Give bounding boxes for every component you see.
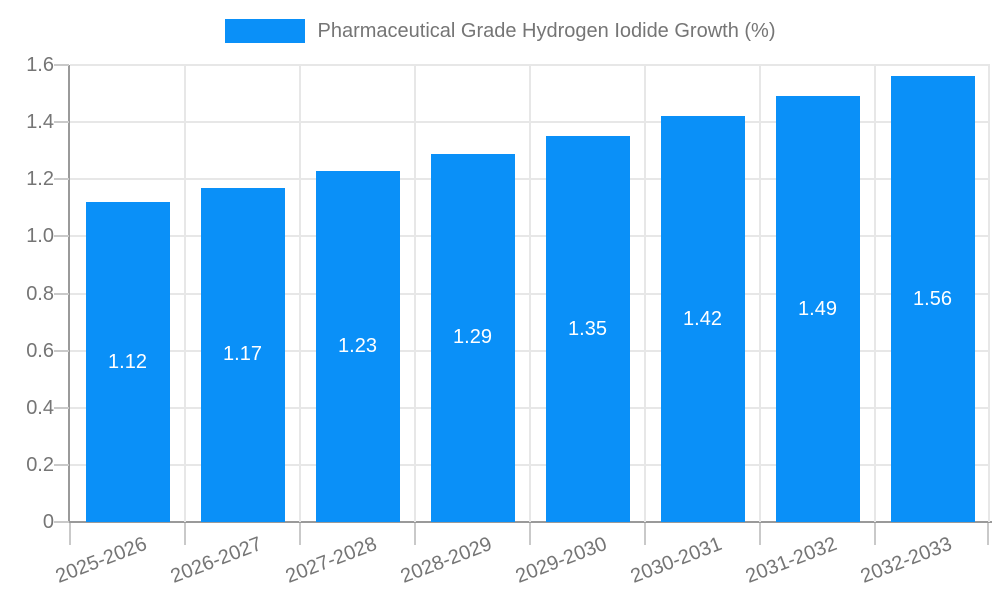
x-axis-tick-label: 2029-2030: [512, 532, 610, 588]
bar-value-label: 1.12: [108, 350, 147, 373]
gridline-vertical: [644, 65, 646, 522]
x-axis-tick-label: 2030-2031: [627, 532, 725, 588]
x-axis-tick-label: 2026-2027: [167, 532, 265, 588]
bar[interactable]: 1.17: [200, 187, 285, 522]
chart-legend: Pharmaceutical Grade Hydrogen Iodide Gro…: [0, 19, 1000, 43]
gridline-vertical: [988, 65, 990, 522]
y-axis-tick-label: 0.6: [26, 339, 54, 362]
gridline-vertical: [759, 65, 761, 522]
x-axis-tick-label: 2028-2029: [397, 532, 495, 588]
bar[interactable]: 1.35: [545, 136, 630, 522]
x-axis-tick-label: 2031-2032: [742, 532, 840, 588]
y-tick-mark: [54, 292, 69, 295]
y-axis-tick-label: 0.8: [26, 282, 54, 305]
gridline-vertical: [874, 65, 876, 522]
x-tick-mark: [987, 523, 989, 545]
x-axis-tick-label: 2025-2026: [52, 532, 150, 588]
y-axis-tick-label: 0.4: [26, 396, 54, 419]
bar-value-label: 1.23: [338, 334, 377, 357]
x-tick-mark: [759, 523, 761, 545]
x-tick-mark: [184, 523, 186, 545]
x-axis-tick-label: 2032-2033: [857, 532, 955, 588]
bar-value-label: 1.42: [683, 307, 722, 330]
gridline-vertical: [184, 65, 186, 522]
bar[interactable]: 1.49: [775, 96, 860, 522]
x-tick-mark: [644, 523, 646, 545]
y-axis-line: [68, 65, 70, 522]
plot-area: 1.12 1.17 1.23 1.29 1.35 1.42 1.49 1.56 2025-202…: [53, 64, 990, 588]
x-tick-mark: [414, 523, 416, 545]
x-tick-mark: [529, 523, 531, 545]
y-tick-mark: [54, 235, 69, 238]
bar-value-label: 1.29: [453, 326, 492, 349]
x-axis-line: [54, 521, 992, 523]
y-tick-mark: [54, 64, 69, 66]
gridline-vertical: [299, 65, 301, 522]
y-tick-mark: [54, 463, 69, 466]
gridline-vertical: [529, 65, 531, 522]
y-axis-tick-label: 0: [42, 511, 54, 533]
y-axis-tick-label: 0.2: [26, 453, 54, 476]
y-tick-mark: [54, 121, 69, 124]
bar-value-label: 1.17: [223, 343, 262, 366]
gridline-vertical: [414, 65, 416, 522]
legend-swatch[interactable]: [224, 19, 305, 43]
bar-value-label: 1.56: [913, 287, 952, 310]
y-axis-tick-label: 1.4: [26, 111, 54, 134]
bar[interactable]: 1.42: [660, 116, 745, 522]
y-tick-mark: [54, 521, 69, 523]
x-tick-mark: [874, 523, 876, 545]
y-axis-tick-label: 1.2: [26, 168, 54, 191]
x-tick-mark: [299, 523, 301, 545]
y-axis-tick-label: 1.6: [26, 54, 54, 76]
y-tick-mark: [54, 178, 69, 181]
bar-value-label: 1.49: [798, 297, 837, 320]
x-axis-tick-label: 2027-2028: [282, 532, 380, 588]
bar[interactable]: 1.56: [890, 76, 975, 522]
legend-label[interactable]: Pharmaceutical Grade Hydrogen Iodide Gro…: [317, 19, 776, 42]
y-axis-tick-label: 1.0: [26, 225, 54, 248]
y-tick-mark: [54, 349, 69, 352]
bar[interactable]: 1.12: [85, 202, 170, 522]
bar[interactable]: 1.29: [430, 153, 515, 522]
y-tick-mark: [54, 406, 69, 409]
bar-value-label: 1.35: [568, 317, 607, 340]
x-tick-mark: [69, 523, 71, 545]
bar[interactable]: 1.23: [315, 170, 400, 522]
